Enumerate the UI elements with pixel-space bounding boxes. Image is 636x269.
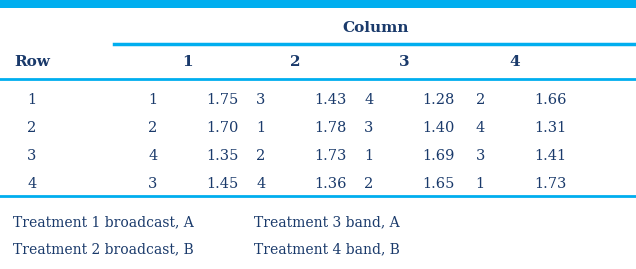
Text: 3: 3: [256, 93, 265, 107]
Text: 1: 1: [256, 121, 265, 135]
Text: 2: 2: [364, 177, 373, 191]
Text: 1.35: 1.35: [207, 149, 238, 163]
Text: 1.66: 1.66: [534, 93, 567, 107]
Text: 4: 4: [364, 93, 373, 107]
Bar: [0, 0, 636, 8]
Text: 2: 2: [27, 121, 36, 135]
Text: 1.28: 1.28: [423, 93, 455, 107]
Text: 2: 2: [291, 55, 301, 69]
Text: 4: 4: [476, 121, 485, 135]
Text: 3: 3: [364, 121, 373, 135]
Text: 4: 4: [148, 149, 157, 163]
Text: 1: 1: [27, 93, 36, 107]
Text: 1.40: 1.40: [423, 121, 455, 135]
Text: Row: Row: [14, 55, 50, 69]
Text: 2: 2: [476, 93, 485, 107]
Text: 3: 3: [27, 149, 36, 163]
Text: 2: 2: [148, 121, 157, 135]
Text: 3: 3: [148, 177, 157, 191]
Text: Treatment 2 broadcast, B: Treatment 2 broadcast, B: [13, 242, 193, 256]
Text: 1.45: 1.45: [207, 177, 238, 191]
Text: 1.41: 1.41: [534, 149, 566, 163]
Text: 1.73: 1.73: [534, 177, 566, 191]
Text: 1.31: 1.31: [534, 121, 566, 135]
Text: 1.65: 1.65: [423, 177, 455, 191]
Text: 1.69: 1.69: [423, 149, 455, 163]
Text: 2: 2: [256, 149, 265, 163]
Text: 3: 3: [399, 55, 409, 69]
Text: 1: 1: [364, 149, 373, 163]
Text: 1.43: 1.43: [315, 93, 347, 107]
Text: 4: 4: [510, 55, 520, 69]
Text: 1.36: 1.36: [314, 177, 347, 191]
Text: 4: 4: [27, 177, 36, 191]
Text: 1: 1: [148, 93, 157, 107]
Text: 1.73: 1.73: [315, 149, 347, 163]
Text: 4: 4: [256, 177, 265, 191]
Text: 1: 1: [183, 55, 193, 69]
Text: 1.70: 1.70: [207, 121, 238, 135]
Text: 1: 1: [476, 177, 485, 191]
Text: Column: Column: [342, 21, 408, 35]
Text: 1.75: 1.75: [207, 93, 238, 107]
Text: Treatment 1 broadcast, A: Treatment 1 broadcast, A: [13, 215, 193, 229]
Text: 3: 3: [476, 149, 485, 163]
Text: Treatment 3 band, A: Treatment 3 band, A: [254, 215, 400, 229]
Text: 1.78: 1.78: [315, 121, 347, 135]
Text: Treatment 4 band, B: Treatment 4 band, B: [254, 242, 400, 256]
